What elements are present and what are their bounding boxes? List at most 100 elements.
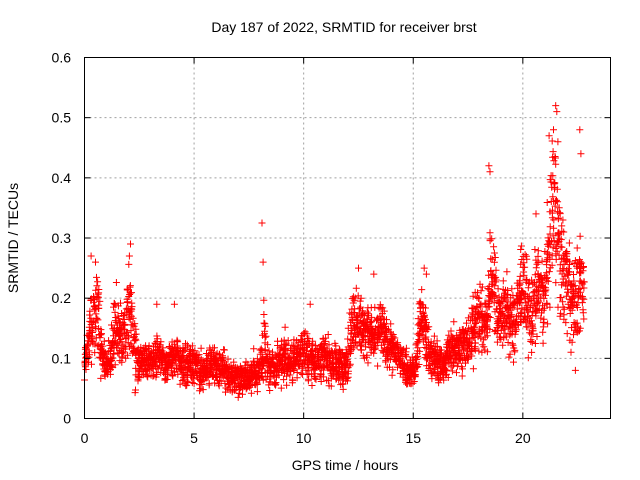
data-point — [319, 373, 327, 381]
x-tick-label: 15 — [405, 430, 421, 446]
data-point — [363, 353, 370, 361]
data-point — [349, 293, 357, 301]
axis-ticks — [84, 57, 611, 419]
data-point — [418, 286, 426, 294]
data-point — [535, 297, 543, 305]
data-point — [433, 343, 441, 350]
y-tick-labels: 0 0.1 0.2 0.3 0.4 0.5 0.6 — [52, 50, 72, 427]
data-point — [476, 301, 484, 309]
data-point — [507, 312, 515, 320]
data-point — [470, 323, 478, 331]
data-point — [271, 379, 279, 387]
data-point — [539, 279, 547, 287]
data-point — [167, 367, 175, 375]
data-point — [422, 304, 429, 312]
data-point — [441, 365, 449, 373]
data-point — [563, 250, 571, 258]
data-point — [428, 345, 436, 352]
data-point — [545, 132, 553, 140]
data-point — [176, 380, 184, 388]
data-point — [571, 282, 579, 290]
data-point — [553, 247, 561, 255]
data-point — [483, 332, 491, 340]
data-point — [557, 294, 565, 301]
data-point — [491, 282, 499, 290]
data-point — [388, 371, 396, 379]
data-point — [370, 270, 378, 278]
data-point — [484, 285, 492, 292]
data-point — [546, 176, 554, 184]
data-point — [523, 292, 531, 300]
data-point — [293, 374, 301, 382]
data-point — [180, 369, 188, 376]
data-point — [533, 333, 541, 340]
data-point — [426, 341, 434, 349]
data-point — [247, 389, 255, 397]
data-point — [322, 348, 330, 356]
data-point — [414, 315, 422, 323]
data-point — [475, 347, 483, 355]
data-point — [283, 349, 291, 357]
data-point — [272, 380, 280, 388]
data-point — [485, 313, 493, 320]
data-point — [288, 341, 296, 349]
data-point — [560, 228, 568, 236]
data-point — [340, 370, 348, 378]
data-point — [578, 295, 586, 303]
data-point — [492, 292, 500, 300]
data-point — [503, 268, 511, 276]
data-point — [183, 377, 191, 385]
data-point — [207, 367, 214, 375]
data-point — [344, 335, 352, 343]
data-point — [199, 386, 207, 394]
data-point — [402, 350, 410, 358]
data-point — [364, 359, 372, 367]
data-point — [239, 390, 246, 398]
data-point — [499, 277, 507, 285]
data-point — [162, 376, 170, 383]
data-point — [87, 327, 95, 335]
data-point — [159, 344, 167, 352]
data-point — [550, 157, 558, 165]
data-point — [477, 287, 485, 295]
data-points — [81, 102, 588, 401]
data-point — [488, 295, 496, 303]
data-point — [508, 340, 516, 348]
data-point — [92, 258, 99, 266]
data-point — [442, 361, 450, 369]
y-tick-label: 0.6 — [52, 50, 72, 66]
data-point — [98, 330, 105, 338]
data-point — [486, 235, 494, 243]
data-point — [391, 334, 399, 342]
data-point — [552, 279, 560, 287]
data-point — [325, 341, 333, 349]
data-point — [262, 332, 270, 340]
data-point — [324, 331, 332, 338]
data-point — [170, 300, 178, 308]
data-point — [410, 372, 418, 380]
data-point — [97, 331, 105, 339]
data-point — [580, 284, 588, 292]
data-point — [106, 370, 114, 378]
data-point — [472, 320, 479, 327]
y-tick-label: 0.5 — [52, 110, 72, 126]
data-point — [504, 298, 512, 306]
data-point — [108, 363, 116, 371]
data-point — [266, 387, 274, 394]
data-point — [259, 362, 267, 370]
data-point — [127, 240, 134, 248]
data-point — [211, 344, 218, 352]
data-point — [322, 334, 330, 342]
data-point — [311, 374, 319, 382]
data-point — [535, 305, 543, 313]
data-point — [265, 347, 273, 355]
data-point — [119, 341, 127, 349]
data-point — [112, 279, 120, 286]
data-point — [125, 252, 133, 260]
data-point — [157, 338, 165, 346]
data-point — [357, 294, 365, 302]
data-point — [533, 260, 541, 268]
data-point — [553, 185, 561, 193]
data-point — [576, 324, 584, 332]
data-point — [407, 379, 415, 387]
